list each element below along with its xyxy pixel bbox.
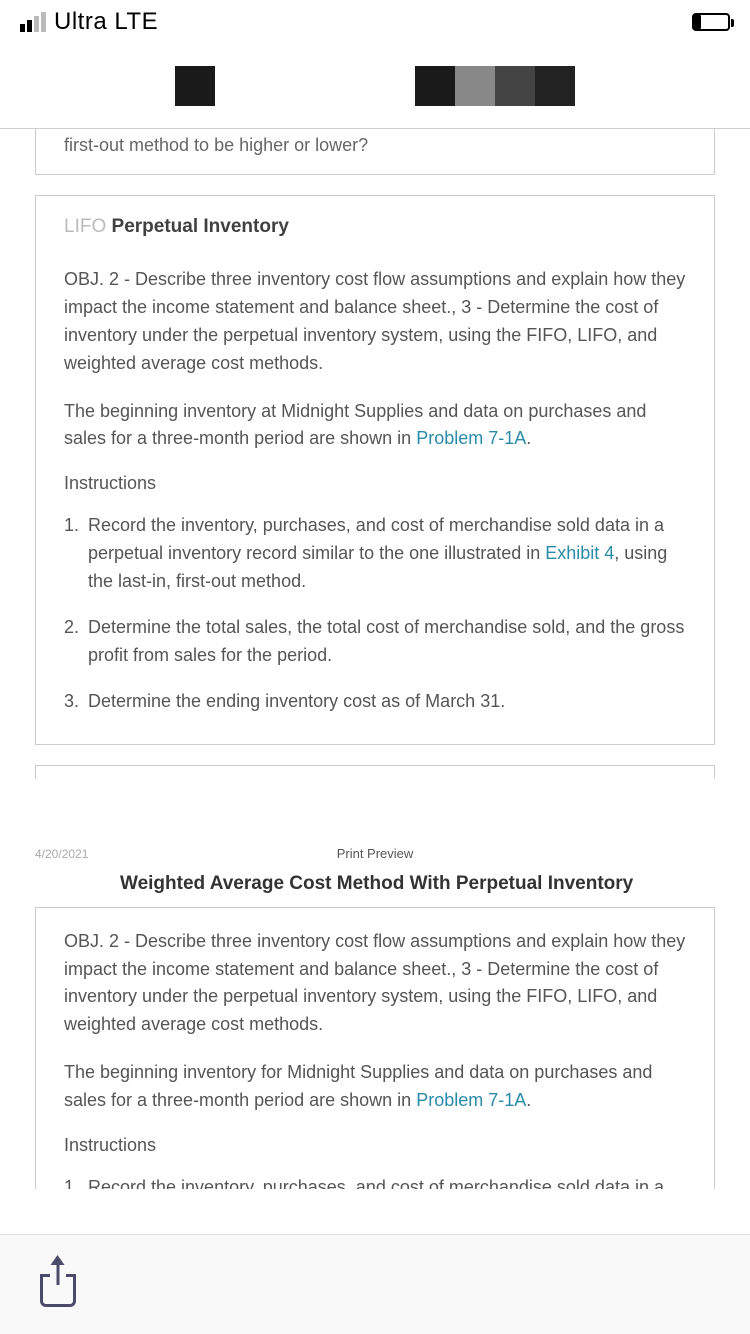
panel-cutoff — [35, 765, 715, 779]
page-break: 4/20/2021 Print Preview — [35, 779, 715, 869]
signal-icon — [20, 12, 46, 32]
setup-pre: The beginning inventory at Midnight Supp… — [64, 401, 646, 449]
instruction-1: Record the inventory, purchases, and cos… — [84, 512, 686, 596]
title-main: Perpetual Inventory — [112, 216, 289, 237]
setup-text-2: The beginning inventory for Midnight Sup… — [64, 1059, 686, 1115]
share-icon[interactable] — [40, 1263, 76, 1307]
thumbnail-multi[interactable] — [415, 66, 575, 106]
instructions-label: Instructions — [64, 473, 686, 494]
instructions-label-2: Instructions — [64, 1135, 686, 1156]
instruction-3: Determine the ending inventory cost as o… — [84, 688, 686, 716]
document-content[interactable]: first-out method to be higher or lower? … — [0, 129, 750, 1189]
instructions-list-2: Record the inventory, purchases, and cos… — [64, 1174, 686, 1189]
objective-text-2: OBJ. 2 - Describe three inventory cost f… — [64, 928, 686, 1040]
panel-fragment-top: first-out method to be higher or lower? — [35, 129, 715, 175]
status-bar: Ultra LTE — [0, 0, 750, 44]
problem-link[interactable]: Problem 7-1A — [416, 428, 526, 448]
period: . — [526, 428, 531, 448]
status-right — [684, 13, 730, 31]
period-2: . — [526, 1090, 531, 1110]
page-date: 4/20/2021 — [35, 847, 88, 861]
panel-title: LIFO Perpetual Inventory — [64, 216, 686, 238]
status-left: Ultra LTE — [20, 8, 158, 36]
carrier-label: Ultra LTE — [54, 8, 158, 36]
setup-pre-2: The beginning inventory for Midnight Sup… — [64, 1062, 652, 1110]
title-prefix: LIFO — [64, 216, 112, 237]
problem-link-2[interactable]: Problem 7-1A — [416, 1090, 526, 1110]
inst1b-pre: Record the inventory, purchases, and cos… — [88, 1177, 664, 1189]
fragment-text: first-out method to be higher or lower? — [64, 135, 368, 155]
page-center-label: Print Preview — [337, 846, 414, 861]
objective-text: OBJ. 2 - Describe three inventory cost f… — [64, 266, 686, 378]
battery-icon — [692, 13, 730, 31]
bottom-toolbar — [0, 1234, 750, 1334]
image-preview-strip — [0, 44, 750, 129]
section-heading-weighted: Weighted Average Cost Method With Perpet… — [120, 873, 715, 895]
instruction-2: Determine the total sales, the total cos… — [84, 614, 686, 670]
panel-weighted-avg: OBJ. 2 - Describe three inventory cost f… — [35, 907, 715, 1189]
setup-text: The beginning inventory at Midnight Supp… — [64, 398, 686, 454]
instruction-1b: Record the inventory, purchases, and cos… — [84, 1174, 686, 1189]
instructions-list: Record the inventory, purchases, and cos… — [64, 512, 686, 715]
panel-lifo-perpetual: LIFO Perpetual Inventory OBJ. 2 - Descri… — [35, 195, 715, 745]
exhibit-link[interactable]: Exhibit 4 — [545, 543, 614, 563]
thumbnail-single[interactable] — [175, 66, 215, 106]
